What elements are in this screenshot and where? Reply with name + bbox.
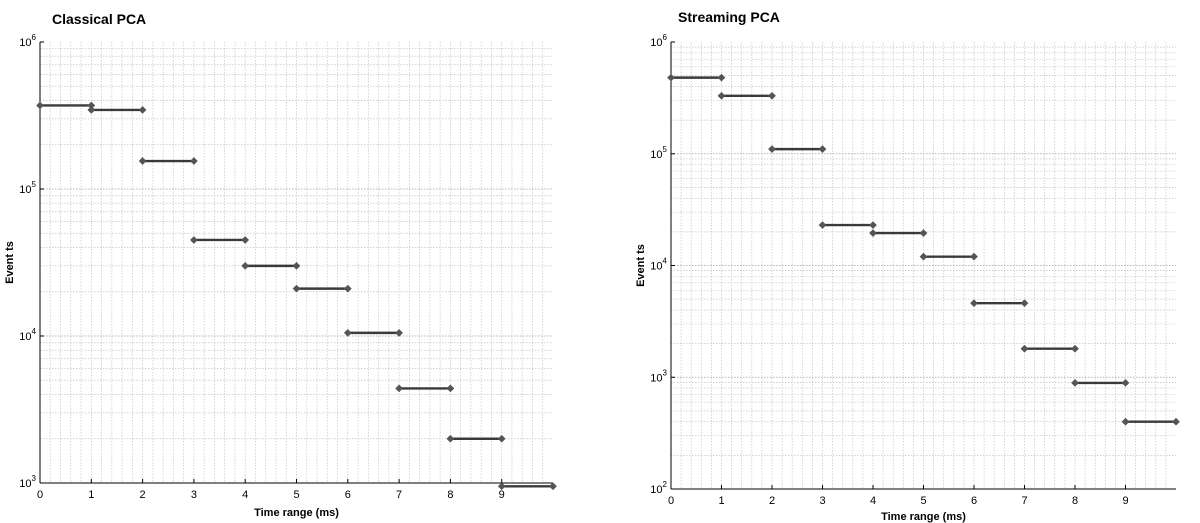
data-marker [446,434,455,443]
y-tick-label: 103 [19,474,36,490]
x-tick-label: 0 [37,489,43,501]
data-marker [1020,344,1029,353]
data-marker [869,229,877,238]
data-marker [818,221,827,230]
y-axis-label: Event ts [4,241,16,284]
data-marker [446,384,455,393]
x-axis-label: Time range (ms) [254,507,339,519]
data-marker [818,145,827,154]
data-marker [497,434,506,443]
data-marker [138,105,147,114]
x-tick-label: 9 [1122,495,1128,507]
x-tick-label: 9 [499,489,505,501]
x-tick-label: 1 [718,495,724,507]
data-marker [395,328,404,337]
data-marker [768,91,776,100]
x-tick-label: 7 [1021,495,1027,507]
x-tick-label: 5 [293,489,299,501]
data-marker [1121,378,1130,387]
data-marker [497,482,506,491]
y-tick-label: 106 [19,33,36,49]
data-marker [87,105,96,114]
data-marker [768,145,776,154]
x-tick-label: 1 [88,489,94,501]
chart-1-title: Classical PCA [52,11,146,27]
y-tick-label: 104 [650,257,667,273]
chart-1-plot: 0 1 2 3 4 5 6 7 8 9 103 104 105 106 Time range (ms) Eve… [4,33,557,519]
data-marker [717,91,726,100]
data-marker [919,252,928,261]
data-marker [36,101,44,110]
data-marker [189,157,198,165]
x-tick-label: 2 [140,489,146,501]
x-tick-label: 4 [242,489,248,501]
data-marker [241,261,250,270]
data-marker [1020,299,1029,308]
data-marker [869,221,877,230]
x-tick-label: 8 [1072,495,1078,507]
data-marker [241,236,250,244]
data-marker [970,299,978,308]
data-marker [1071,344,1079,353]
y-tick-label: 105 [650,145,667,161]
data-marker [1172,417,1180,426]
data-marker [667,73,675,82]
x-tick-label: 4 [870,495,876,507]
x-tick-label: 7 [396,489,402,501]
x-tick-label: 0 [668,495,674,507]
data-marker [919,229,928,238]
data-marker [395,384,404,393]
data-marker [343,328,352,337]
data-marker [189,236,198,244]
y-tick-label: 104 [19,327,36,343]
data-marker [343,284,352,293]
x-axis-label: Time range (ms) [881,511,966,523]
series [36,101,557,491]
x-tick-label: 3 [191,489,197,501]
y-tick-label: 105 [19,180,36,196]
data-marker [717,73,726,82]
x-tick-label: 5 [920,495,926,507]
series [667,73,1180,426]
chart-2-plot: 0 1 2 3 4 5 6 7 8 9 102 103 104 105 106 Time range (ms)… [635,33,1180,523]
y-axis-label: Event ts [635,244,647,287]
y-tick-label: 106 [650,33,667,49]
data-marker [1121,417,1130,426]
data-marker [292,261,301,270]
y-tick-label: 102 [650,480,667,496]
chart-2-title: Streaming PCA [678,9,780,25]
data-marker [549,482,557,491]
x-tick-label: 3 [819,495,825,507]
data-marker [1071,378,1079,387]
y-tick-label: 103 [650,368,667,384]
data-marker [138,157,147,165]
grid [671,42,1176,489]
grid [40,42,553,483]
data-marker [970,252,978,261]
x-tick-label: 2 [769,495,775,507]
data-marker [292,284,301,293]
x-tick-label: 8 [447,489,453,501]
x-tick-label: 6 [345,489,351,501]
x-tick-label: 6 [971,495,977,507]
